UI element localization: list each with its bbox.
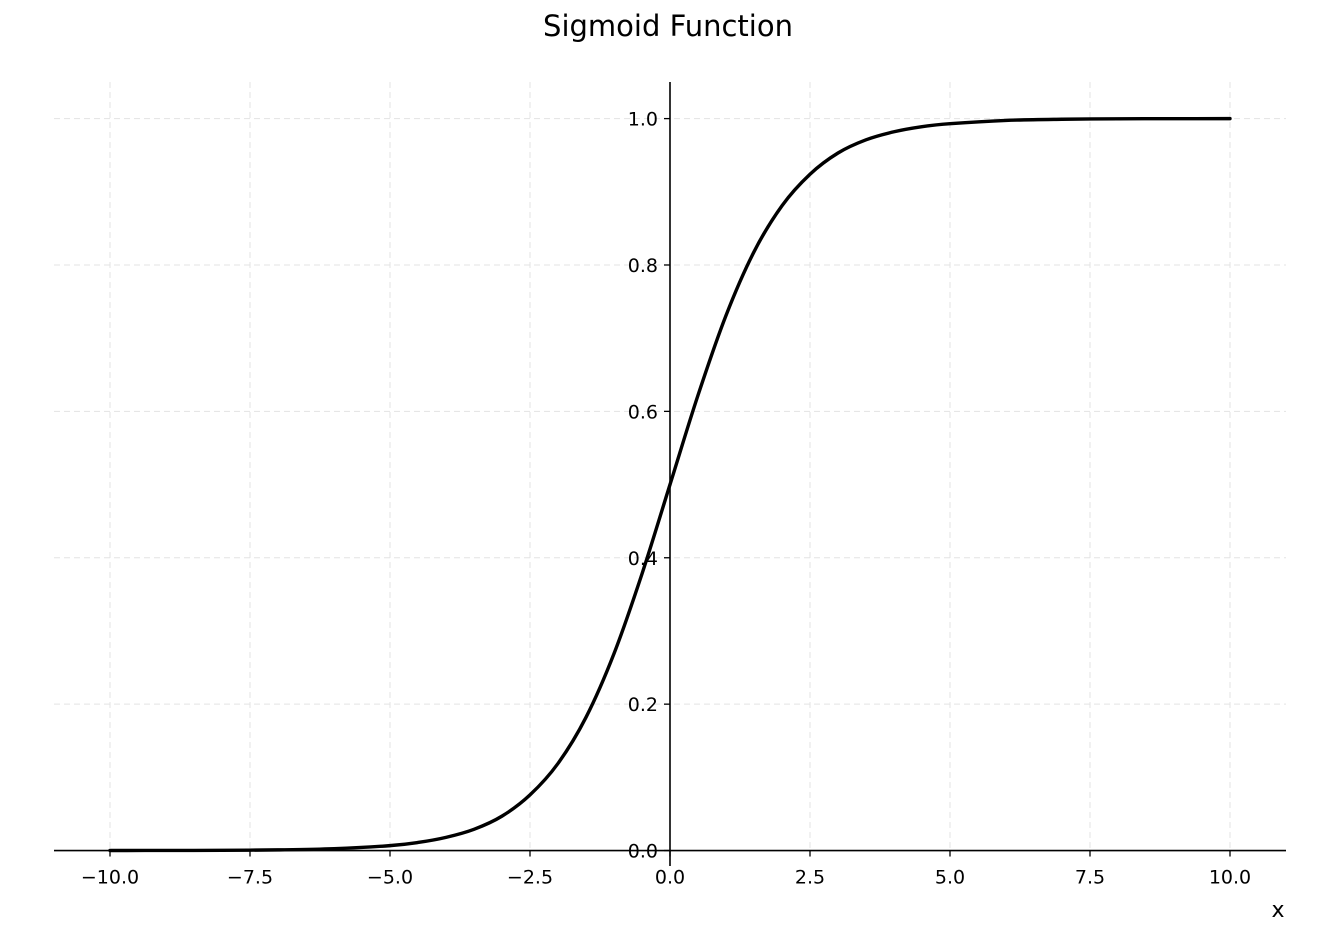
x-axis-label: x xyxy=(1271,898,1284,923)
y-tick-label: 0.4 xyxy=(628,548,658,570)
x-tick-label: −7.5 xyxy=(227,867,273,889)
sigmoid-curve xyxy=(108,116,1232,853)
x-tick-label: 10.0 xyxy=(1209,867,1251,889)
y-tick-label: 0.6 xyxy=(628,401,658,423)
curve-layer xyxy=(108,116,1232,853)
axis-layer xyxy=(54,82,1286,866)
y-tick-label: 1.0 xyxy=(628,109,658,131)
y-tick-label: 0.2 xyxy=(628,694,658,716)
x-tick-label: 0.0 xyxy=(655,867,685,889)
x-tick-label: 5.0 xyxy=(935,867,965,889)
label-layer: −10.0 −7.5 −5.0 −2.5 0.0 2.5 5.0 7.5 10.0 0.0 0.2 0… xyxy=(81,109,1251,889)
y-tick-label: 0.8 xyxy=(628,255,658,277)
x-tick-label: 7.5 xyxy=(1075,867,1105,889)
x-tick-label: 2.5 xyxy=(795,867,825,889)
chart-title: Sigmoid Function xyxy=(543,9,793,43)
x-tick-label: −5.0 xyxy=(367,867,413,889)
y-tick-label: 0.0 xyxy=(628,841,658,863)
x-tick-label: −2.5 xyxy=(507,867,553,889)
x-tick-label: −10.0 xyxy=(81,867,139,889)
